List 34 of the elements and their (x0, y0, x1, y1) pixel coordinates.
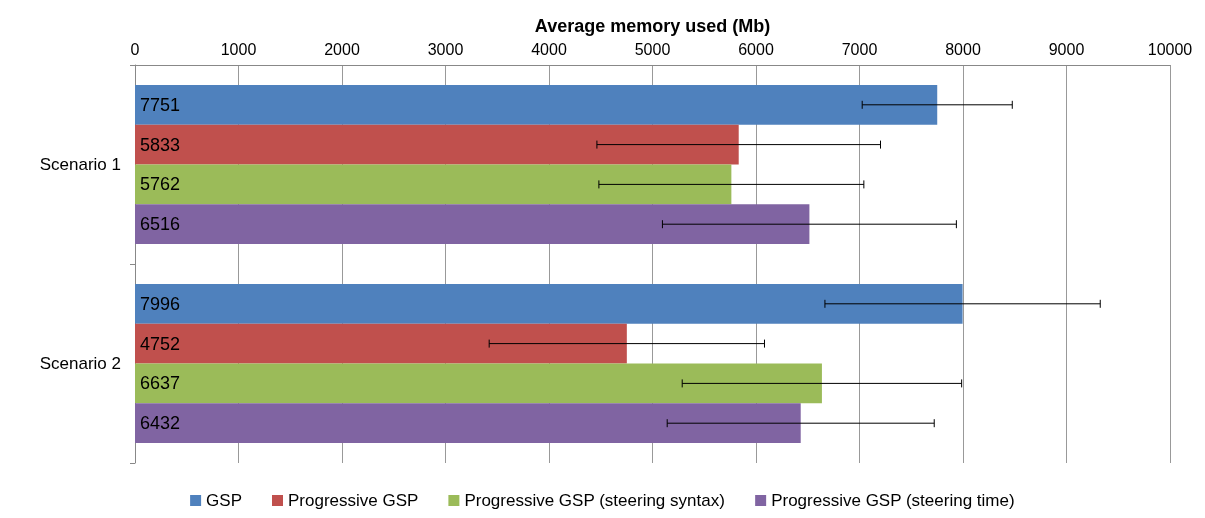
bar (135, 283, 963, 324)
legend-label: Progressive GSP (288, 491, 419, 510)
data-label: 7996 (140, 293, 181, 314)
data-label: 5762 (140, 174, 181, 195)
x-tick-label: 7000 (841, 40, 878, 58)
bar (135, 164, 732, 205)
x-tick-label: 0 (130, 40, 140, 58)
bar (135, 204, 810, 245)
data-label: 5833 (140, 134, 181, 155)
data-label: 4752 (140, 333, 181, 354)
legend-label: Progressive GSP (steering syntax) (464, 491, 725, 510)
x-tick-label: 6000 (738, 40, 774, 58)
x-tick-label: 5000 (634, 40, 671, 58)
data-label: 7751 (140, 94, 181, 115)
legend-label: Progressive GSP (steering time) (771, 491, 1015, 510)
y-tick-label: Scenario 1 (39, 155, 121, 174)
bar (135, 403, 801, 444)
x-tick-label: 1000 (220, 40, 257, 58)
x-tick-label: 4000 (531, 40, 567, 58)
x-tick-label: 10000 (1147, 40, 1193, 58)
bar (135, 323, 627, 364)
data-label: 6637 (140, 373, 181, 394)
data-label: 6432 (140, 413, 181, 434)
x-tick-label: 3000 (427, 40, 464, 58)
bar (135, 363, 822, 404)
legend-label: GSP (206, 491, 243, 510)
bar (135, 84, 938, 125)
y-tick-label: Scenario 2 (39, 354, 121, 373)
data-label: 6516 (140, 214, 181, 235)
x-tick-label: 2000 (324, 40, 360, 58)
bar (135, 124, 739, 165)
x-tick-label: 9000 (1048, 40, 1085, 58)
x-axis-title: Average memory used (Mb) (534, 16, 771, 36)
x-tick-label: 8000 (945, 40, 981, 58)
